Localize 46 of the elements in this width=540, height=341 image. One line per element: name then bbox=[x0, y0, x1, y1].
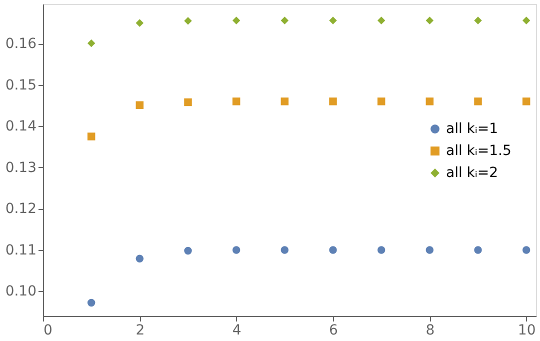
point bbox=[377, 246, 386, 254]
point bbox=[184, 98, 192, 106]
point bbox=[522, 246, 530, 254]
y-tick-label: 0.11 bbox=[5, 242, 36, 258]
point bbox=[280, 16, 289, 24]
legend-label: all kᵢ=2 bbox=[446, 165, 498, 181]
point bbox=[87, 132, 96, 140]
point bbox=[377, 16, 386, 24]
point bbox=[232, 16, 240, 24]
y-tick-label: 0.15 bbox=[5, 77, 36, 94]
x-tick-label: 6 bbox=[329, 322, 338, 338]
point bbox=[377, 98, 386, 106]
point bbox=[426, 246, 434, 254]
x-tick-label: 4 bbox=[232, 322, 242, 338]
y-tick-label: 0.16 bbox=[5, 36, 37, 52]
point bbox=[329, 16, 337, 24]
point bbox=[232, 246, 240, 254]
y-tick-label: 0.14 bbox=[5, 118, 37, 135]
point bbox=[329, 246, 337, 254]
point bbox=[329, 98, 337, 106]
point bbox=[522, 16, 530, 24]
point bbox=[87, 298, 96, 307]
x-tick-label: 10 bbox=[518, 322, 536, 338]
x-tick-label: 8 bbox=[426, 322, 435, 338]
y-tick-label: 0.13 bbox=[5, 160, 36, 176]
point bbox=[522, 98, 530, 106]
x-tick-label: 2 bbox=[136, 322, 145, 338]
y-tick-label: 0.10 bbox=[5, 284, 36, 300]
x-tick-label: 0 bbox=[44, 322, 52, 338]
point bbox=[280, 246, 289, 254]
point bbox=[136, 19, 144, 27]
point bbox=[87, 39, 96, 48]
point bbox=[280, 98, 289, 106]
point bbox=[474, 16, 482, 24]
point bbox=[136, 254, 144, 262]
point bbox=[184, 17, 192, 25]
point bbox=[474, 246, 482, 254]
point bbox=[474, 98, 482, 106]
point bbox=[426, 98, 434, 106]
y-tick-label: 0.12 bbox=[5, 201, 36, 218]
point bbox=[232, 98, 240, 106]
point bbox=[426, 16, 434, 24]
point bbox=[136, 101, 144, 109]
point bbox=[184, 246, 192, 255]
legend-label: all kᵢ=1.5 bbox=[446, 143, 512, 159]
legend-label: all kᵢ=1 bbox=[446, 121, 498, 137]
